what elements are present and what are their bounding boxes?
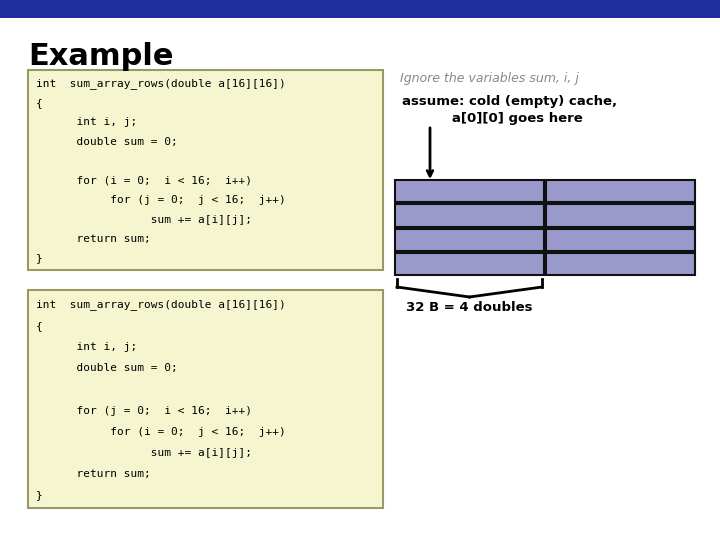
Bar: [546, 204, 695, 226]
Text: for (j = 0;  j < 16;  j++): for (j = 0; j < 16; j++): [36, 195, 286, 205]
Text: double sum = 0;: double sum = 0;: [36, 137, 178, 147]
Bar: [0, 0, 720, 18]
FancyBboxPatch shape: [28, 290, 383, 508]
Bar: [546, 228, 695, 251]
Text: int  sum_array_rows(double a[16][16]): int sum_array_rows(double a[16][16]): [36, 299, 286, 310]
Text: }: }: [36, 253, 42, 264]
FancyBboxPatch shape: [28, 70, 383, 270]
Text: int i, j;: int i, j;: [36, 117, 138, 127]
Text: for (i = 0;  j < 16;  j++): for (i = 0; j < 16; j++): [36, 427, 286, 437]
Bar: [395, 228, 544, 251]
Text: for (j = 0;  i < 16;  i++): for (j = 0; i < 16; i++): [36, 406, 252, 416]
Text: }: }: [36, 490, 42, 500]
Text: Ignore the variables sum, i, j: Ignore the variables sum, i, j: [400, 72, 579, 85]
Bar: [395, 253, 544, 275]
Text: sum += a[i][j];: sum += a[i][j];: [36, 448, 252, 458]
Bar: [395, 180, 544, 202]
Text: 32 B = 4 doubles: 32 B = 4 doubles: [406, 301, 533, 314]
Bar: [395, 204, 544, 226]
Bar: [546, 253, 695, 275]
Text: assume: cold (empty) cache,: assume: cold (empty) cache,: [402, 95, 618, 108]
Text: {: {: [36, 321, 42, 331]
Text: for (i = 0;  i < 16;  i++): for (i = 0; i < 16; i++): [36, 176, 252, 186]
Text: return sum;: return sum;: [36, 469, 150, 479]
Text: int i, j;: int i, j;: [36, 342, 138, 352]
Text: return sum;: return sum;: [36, 234, 150, 244]
Bar: [546, 180, 695, 202]
Text: Example: Example: [28, 42, 174, 71]
Text: a[0][0] goes here: a[0][0] goes here: [438, 112, 582, 125]
Text: int  sum_array_rows(double a[16][16]): int sum_array_rows(double a[16][16]): [36, 78, 286, 89]
Text: sum += a[i][j];: sum += a[i][j];: [36, 214, 252, 225]
Text: {: {: [36, 98, 42, 108]
Text: double sum = 0;: double sum = 0;: [36, 363, 178, 373]
